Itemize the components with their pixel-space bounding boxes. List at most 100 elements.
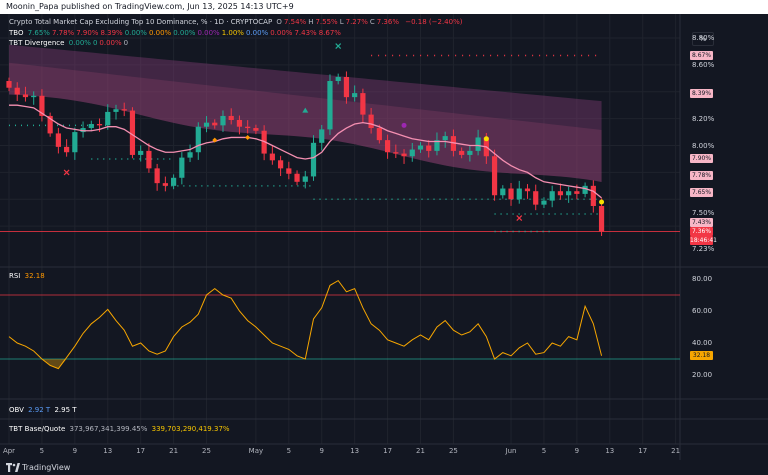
- candle: [401, 153, 407, 157]
- time-tick: 17: [638, 447, 648, 455]
- time-tick: 5: [541, 447, 547, 455]
- candle: [236, 119, 243, 127]
- candle: [212, 122, 218, 126]
- scale-mode-button[interactable]: %: [692, 32, 714, 46]
- time-tick: 25: [448, 447, 458, 455]
- signal-marker: [335, 43, 342, 49]
- time-tick: 21: [169, 447, 179, 455]
- signal-marker: [63, 169, 70, 176]
- tbo-value: 7.43%: [294, 29, 317, 37]
- tbo-value: 0.00%: [173, 29, 196, 37]
- tbo-value: 0.00%: [197, 29, 220, 37]
- tbo-value: 7.78%: [51, 29, 75, 37]
- main-legend: Crypto Total Market Cap Excluding Top 10…: [9, 18, 464, 27]
- signal-marker: [302, 107, 309, 113]
- candle: [253, 128, 259, 131]
- candle: [171, 177, 177, 186]
- chart-area[interactable]: Crypto Total Market Cap Excluding Top 10…: [0, 14, 768, 460]
- candle: [557, 191, 564, 196]
- tbo-value: 8.39%: [100, 29, 123, 37]
- time-tick: 17: [383, 447, 393, 455]
- candle: [294, 173, 300, 182]
- time-tick: 13: [605, 447, 615, 455]
- candle: [302, 176, 308, 182]
- candle: [384, 140, 391, 153]
- base-quote-legend: TBT Base/Quote 373,967,341,399.45% 339,7…: [9, 425, 232, 434]
- chart-canvas[interactable]: [0, 14, 768, 460]
- candle: [541, 200, 547, 205]
- candle: [31, 95, 37, 98]
- candle: [228, 115, 234, 120]
- candle: [352, 93, 358, 98]
- candle: [475, 137, 481, 151]
- price-tick: 8.00%: [692, 141, 715, 150]
- candle: [566, 191, 572, 196]
- time-tick: 17: [136, 447, 146, 455]
- candle: [508, 188, 514, 200]
- price-tick: 8.20%: [692, 114, 715, 123]
- time-tick: Apr: [2, 447, 16, 455]
- bar-countdown: 18:46:41: [690, 236, 717, 246]
- candle: [146, 150, 152, 169]
- price-level-badge: 7.78%: [690, 170, 713, 180]
- signal-marker: [245, 134, 251, 140]
- candle: [335, 76, 341, 82]
- candle: [417, 145, 424, 150]
- rsi-tick: 60.00: [692, 307, 713, 315]
- candle: [393, 152, 399, 154]
- rsi-tick: 80.00: [692, 275, 713, 283]
- ohlc-key-o: O: [276, 18, 282, 26]
- candle: [203, 122, 210, 127]
- rsi-line: [8, 279, 603, 370]
- ohlc-key-h: H: [308, 18, 314, 26]
- candle: [360, 93, 366, 115]
- candle: [524, 188, 531, 192]
- time-tick: May: [248, 447, 264, 455]
- candle: [582, 185, 588, 194]
- candle: [491, 156, 498, 196]
- signal-marker: [212, 137, 218, 143]
- time-tick: 13: [103, 447, 113, 455]
- candle: [96, 124, 103, 126]
- rsi-label: RSI: [9, 272, 21, 280]
- candle: [467, 150, 473, 155]
- rsi-tick: 20.00: [692, 371, 713, 379]
- candle: [598, 205, 605, 232]
- time-tick: 21: [671, 447, 681, 455]
- base-quote-value-2: 339,703,290,419.37%: [151, 425, 230, 433]
- tbo-value: 0.00%: [245, 29, 269, 37]
- time-tick: 21: [416, 447, 425, 455]
- ma-line: [9, 104, 602, 199]
- candle: [113, 109, 119, 112]
- obv-value-2: 2.95 T: [54, 406, 77, 414]
- time-tick: 25: [202, 447, 211, 455]
- time-tick: 9: [319, 447, 324, 455]
- rsi-tick: 40.00: [692, 339, 713, 347]
- tbd-legend: TBT Divergence 0.00% 0 0.00% 0: [9, 39, 132, 48]
- rsi-legend-value: 32.18: [24, 272, 45, 280]
- candle: [376, 128, 382, 141]
- candle: [426, 145, 432, 151]
- candle: [343, 76, 350, 98]
- price-level-badge: 7.36%: [690, 227, 713, 237]
- ohlc-key-c: C: [369, 18, 375, 26]
- candle: [450, 136, 457, 151]
- tbd-value: 0.00%: [68, 39, 91, 47]
- candle: [500, 188, 506, 196]
- price-level-badge: 7.90%: [690, 154, 713, 164]
- ohlc-value-o: 7.54%: [283, 18, 307, 26]
- price-tick: 8.80%: [692, 34, 715, 42]
- brand-bar: TradingView: [0, 460, 768, 475]
- candle: [72, 132, 78, 153]
- price-tick: 7.50%: [692, 208, 715, 217]
- candle: [319, 129, 325, 143]
- rsi-oversold-fill: [33, 359, 84, 369]
- tbd-value: 0: [92, 39, 98, 47]
- candle: [22, 94, 29, 98]
- time-tick: 5: [286, 447, 292, 455]
- tbo-label: TBO: [9, 29, 24, 37]
- ohlc-key-l: L: [339, 18, 344, 26]
- candle: [162, 183, 168, 186]
- price-tick: 8.60%: [692, 60, 715, 69]
